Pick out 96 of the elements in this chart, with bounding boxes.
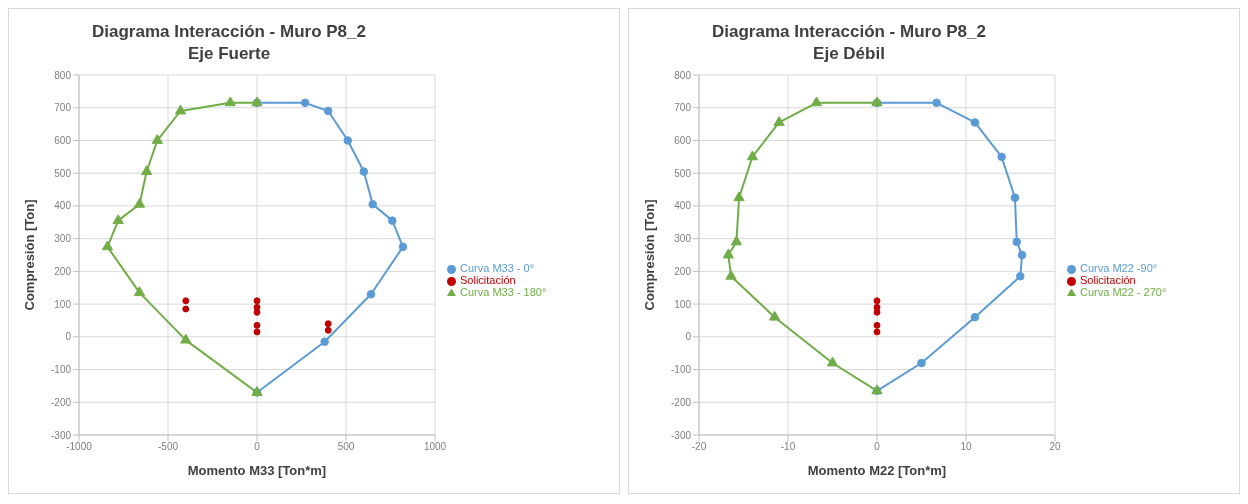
x-tick-label: -500 <box>157 441 179 453</box>
point <box>387 216 397 225</box>
point <box>826 356 839 367</box>
y-tick-label: 800 <box>674 69 692 81</box>
legend-label: Solicitación <box>460 274 516 286</box>
chart-title: Diagrama Interacción - Muro P8_2 <box>91 21 367 43</box>
point <box>101 240 114 251</box>
x-tick-label: 500 <box>337 441 355 453</box>
y-tick-label: -200 <box>50 396 72 408</box>
point <box>224 96 236 107</box>
y-tick-label: 700 <box>54 102 72 114</box>
y-tick-label: 400 <box>54 200 72 212</box>
y-axis-title: Compresión [Ton] <box>641 199 657 311</box>
point <box>368 200 377 209</box>
y-tick-label: 0 <box>685 331 692 343</box>
point <box>1010 193 1020 202</box>
point <box>722 248 734 259</box>
y-tick-label: 300 <box>54 233 72 245</box>
point <box>323 106 333 116</box>
y-tick-label: -300 <box>50 429 72 441</box>
point <box>873 308 881 316</box>
x-tick-label: -10 <box>780 441 796 453</box>
x-tick-label: -1000 <box>66 441 93 453</box>
y-tick-label: 500 <box>674 167 692 179</box>
point <box>932 98 941 108</box>
y-tick-label: 400 <box>674 200 692 212</box>
legend-label: Curva M22 -90° <box>1080 262 1158 274</box>
y-tick-label: 800 <box>54 69 72 81</box>
x-axis-title: Momento M22 [Ton*m] <box>807 463 947 478</box>
chart-title: Diagrama Interacción - Muro P8_2 <box>711 21 987 43</box>
y-tick-label: 600 <box>674 135 692 146</box>
x-tick-label: 0 <box>874 441 881 453</box>
y-tick-label: 500 <box>54 167 72 179</box>
x-tick-label: -20 <box>691 441 707 453</box>
point <box>182 297 190 305</box>
point <box>725 269 737 280</box>
point <box>917 358 926 368</box>
point <box>873 297 881 305</box>
point <box>141 165 153 175</box>
y-tick-label: 100 <box>674 298 692 310</box>
point <box>300 98 310 108</box>
point <box>970 118 980 127</box>
point <box>873 321 881 329</box>
y-tick-label: 0 <box>65 331 72 343</box>
point <box>997 152 1006 162</box>
y-tick-label: 100 <box>54 298 72 310</box>
chart-subtitle: Eje Débil <box>812 43 886 65</box>
point <box>133 286 146 297</box>
x-axis-title: Momento M33 [Ton*m] <box>187 463 327 478</box>
legend-label: Solicitación <box>1080 274 1136 286</box>
x-tick-label: 1000 <box>423 441 447 453</box>
point <box>324 326 332 334</box>
point <box>746 150 758 161</box>
point <box>253 328 261 336</box>
point <box>133 197 146 208</box>
point <box>174 104 187 115</box>
point <box>112 214 124 225</box>
point <box>398 242 408 252</box>
x-tick-label: 20 <box>1049 441 1061 453</box>
point <box>366 290 376 299</box>
point <box>773 116 785 126</box>
point <box>1016 272 1025 281</box>
point <box>320 337 329 346</box>
point <box>182 305 190 313</box>
point <box>810 96 823 107</box>
point <box>769 310 781 321</box>
point <box>970 312 980 322</box>
y-tick-label: 300 <box>674 233 692 245</box>
point <box>873 328 881 336</box>
point <box>180 333 192 344</box>
y-axis-title: Compresión [Ton] <box>21 199 37 311</box>
point <box>1017 250 1027 260</box>
y-tick-label: -300 <box>670 429 692 441</box>
point <box>324 320 332 328</box>
point <box>359 167 369 176</box>
chart-subtitle: Eje Fuerte <box>186 43 272 65</box>
point <box>1012 237 1022 247</box>
point <box>343 136 353 145</box>
y-tick-label: -100 <box>670 364 692 376</box>
y-tick-label: 600 <box>54 135 72 146</box>
point <box>253 297 261 305</box>
legend-label: Curva M33 - 180° <box>460 286 547 298</box>
point <box>253 321 261 329</box>
y-tick-label: 700 <box>674 102 692 114</box>
legend-label: Curva M22 - 270° <box>1080 286 1167 298</box>
y-tick-label: -200 <box>670 396 692 408</box>
point <box>730 235 742 246</box>
point <box>733 191 745 202</box>
y-tick-label: 200 <box>674 265 692 277</box>
point <box>151 134 163 144</box>
legend-label: Curva M33 - 0° <box>460 262 535 274</box>
x-tick-label: 10 <box>960 441 972 453</box>
x-tick-label: 0 <box>254 441 261 453</box>
y-tick-label: -100 <box>50 364 72 376</box>
y-tick-label: 200 <box>54 265 72 277</box>
point <box>253 308 261 316</box>
